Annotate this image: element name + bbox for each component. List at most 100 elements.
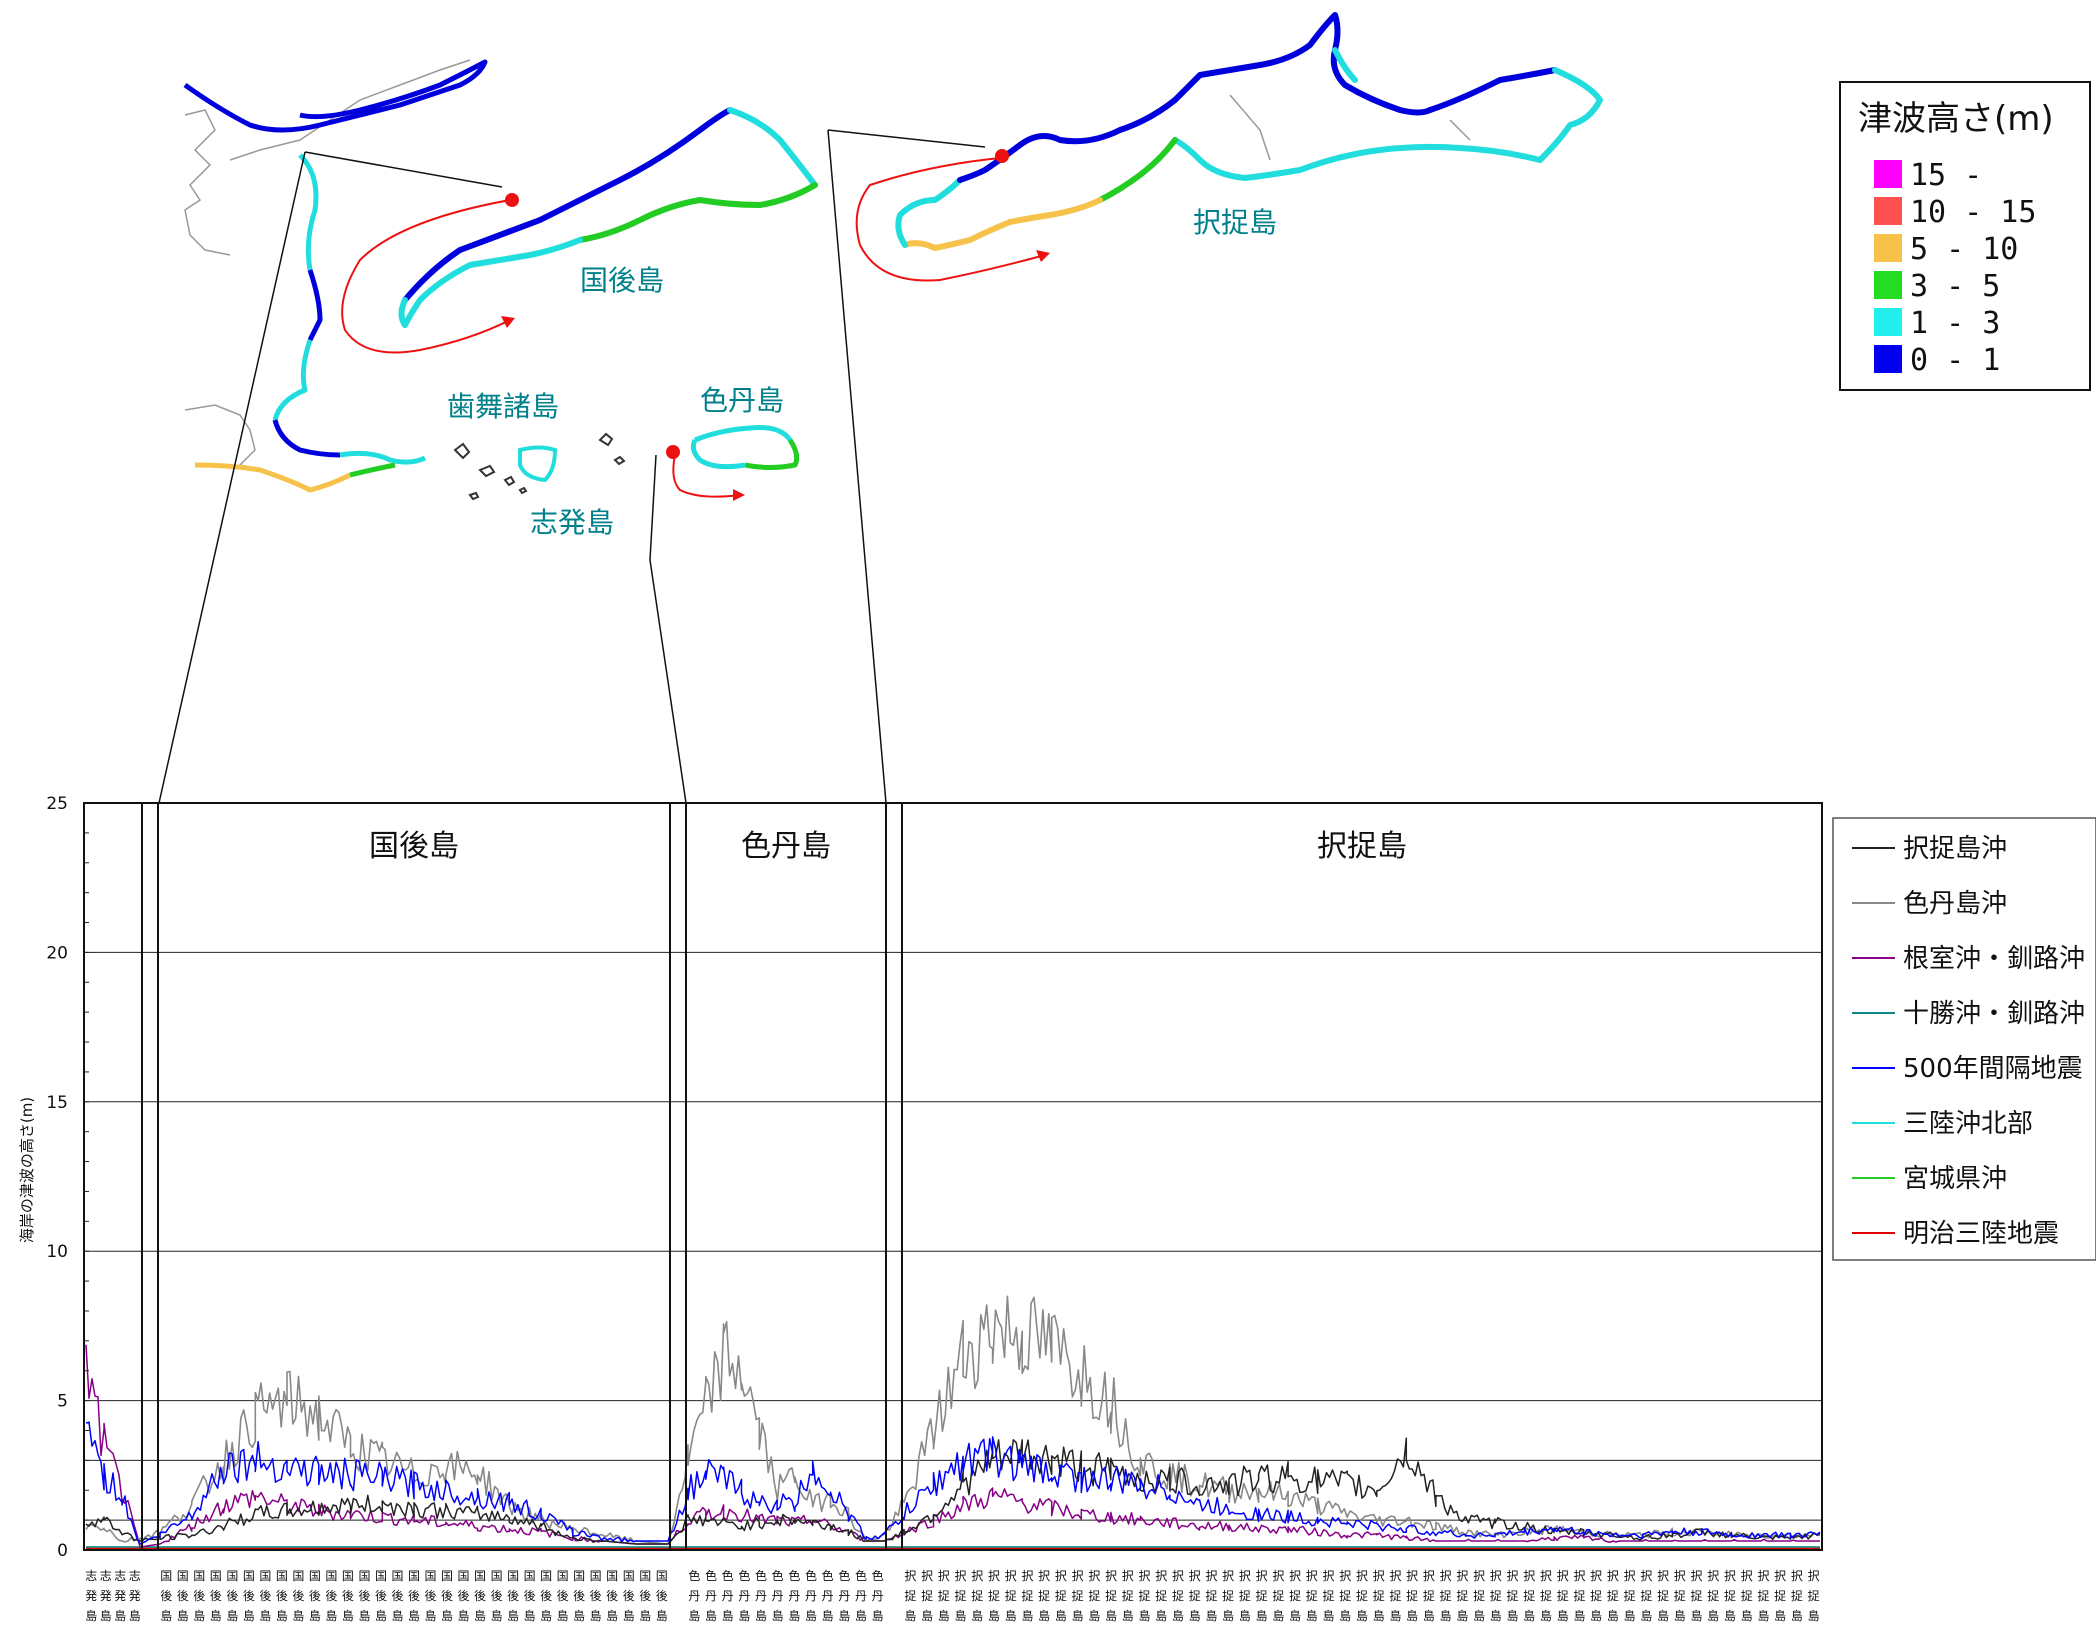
x-tick-label: 色丹島 xyxy=(872,1569,884,1623)
chart-grid xyxy=(84,802,1822,1551)
label-kunashiri: 国後島 xyxy=(580,264,664,297)
x-tick-label: 択捉島 xyxy=(1691,1569,1703,1623)
x-tick-label: 国後島 xyxy=(590,1569,602,1623)
y-axis: 0 5 10 15 20 25 xyxy=(46,794,89,1561)
x-tick-label: 択捉島 xyxy=(1072,1569,1084,1623)
x-tick-label: 択捉島 xyxy=(1172,1569,1184,1623)
x-tick-label: 択捉島 xyxy=(1440,1569,1452,1623)
label-etorofu: 択捉島 xyxy=(1193,206,1277,239)
series-legend-label: 500年間隔地震 xyxy=(1903,1054,2083,1084)
x-tick-label: 国後島 xyxy=(573,1569,585,1623)
x-tick-labels: 志発島志発島志発島志発島国後島国後島国後島国後島国後島国後島国後島国後島国後島国… xyxy=(85,1569,1819,1623)
etorofu-coast xyxy=(895,12,1603,251)
x-tick-label: 志発島 xyxy=(114,1569,126,1623)
chart-series xyxy=(85,1295,1821,1550)
x-tick-label: 国後島 xyxy=(391,1569,403,1623)
arrow-head-icon xyxy=(1036,250,1050,262)
series-legend-label: 宮城県沖 xyxy=(1903,1164,2007,1194)
arrow-head-icon xyxy=(733,489,745,501)
height-legend-title: 津波高さ(m) xyxy=(1858,99,2054,139)
x-tick-label: 択捉島 xyxy=(1607,1569,1619,1623)
x-tick-label: 国後島 xyxy=(292,1569,304,1623)
x-tick-label: 択捉島 xyxy=(1038,1569,1050,1623)
chart-plot-frame xyxy=(83,802,1823,1551)
x-tick-label: 国後島 xyxy=(177,1569,189,1623)
series-legend-box xyxy=(1832,817,2096,1261)
section-frame xyxy=(83,802,143,1551)
y-tick-label: 0 xyxy=(57,1541,68,1561)
x-tick-label: 択捉島 xyxy=(1490,1569,1502,1623)
shikotan-coast xyxy=(690,425,800,470)
x-tick-label: 択捉島 xyxy=(1389,1569,1401,1623)
x-tick-label: 国後島 xyxy=(639,1569,651,1623)
height-legend-swatch xyxy=(1874,271,1902,299)
x-tick-label: 択捉島 xyxy=(1323,1569,1335,1623)
x-tick-label: 国後島 xyxy=(358,1569,370,1623)
x-tick-label: 択捉島 xyxy=(1540,1569,1552,1623)
x-tick-label: 択捉島 xyxy=(1707,1569,1719,1623)
x-tick-label: 択捉島 xyxy=(1757,1569,1769,1623)
x-tick-label: 択捉島 xyxy=(988,1569,1000,1623)
section-title: 択捉島 xyxy=(1317,829,1407,864)
origin-dot-icon xyxy=(995,149,1009,163)
x-tick-label: 択捉島 xyxy=(1724,1569,1736,1623)
x-tick-label: 国後島 xyxy=(524,1569,536,1623)
section-frame xyxy=(157,802,671,1551)
height-legend-label: 1 - 3 xyxy=(1910,306,2000,341)
x-tick-label: 択捉島 xyxy=(1005,1569,1017,1623)
x-tick-label: 国後島 xyxy=(540,1569,552,1623)
height-legend-swatch xyxy=(1874,197,1902,225)
x-tick-label: 択捉島 xyxy=(938,1569,950,1623)
x-tick-label: 色丹島 xyxy=(772,1569,784,1623)
x-tick-label: 色丹島 xyxy=(738,1569,750,1623)
kunashiri-coast xyxy=(398,107,818,328)
x-tick-label: 志発島 xyxy=(85,1569,97,1623)
height-legend-label: 3 - 5 xyxy=(1910,269,2000,304)
x-tick-label: 国後島 xyxy=(408,1569,420,1623)
x-tick-label: 国後島 xyxy=(193,1569,205,1623)
origin-dots xyxy=(505,149,1009,459)
x-tick-label: 国後島 xyxy=(342,1569,354,1623)
x-tick-label: 択捉島 xyxy=(1741,1569,1753,1623)
x-tick-label: 択捉島 xyxy=(1055,1569,1067,1623)
x-tick-label: 択捉島 xyxy=(1657,1569,1669,1623)
kunashiri-route xyxy=(341,199,511,354)
map: 国後島 歯舞諸島 色丹島 志発島 択捉島 xyxy=(158,12,1603,804)
section-title: 色丹島 xyxy=(741,829,831,864)
x-tick-label: 択捉島 xyxy=(1256,1569,1268,1623)
shiretoko-coast xyxy=(183,59,488,133)
x-tick-label: 択捉島 xyxy=(1808,1569,1820,1623)
x-tick-label: 択捉島 xyxy=(1239,1569,1251,1623)
x-tick-label: 択捉島 xyxy=(1373,1569,1385,1623)
x-tick-label: 択捉島 xyxy=(1339,1569,1351,1623)
origin-dot-icon xyxy=(666,445,680,459)
x-tick-label: 国後島 xyxy=(491,1569,503,1623)
x-tick-label: 国後島 xyxy=(623,1569,635,1623)
shibotsu-coast xyxy=(518,445,558,483)
x-tick-label: 国後島 xyxy=(507,1569,519,1623)
section-frame xyxy=(901,802,1823,1551)
x-tick-label: 択捉島 xyxy=(1557,1569,1569,1623)
x-tick-label: 色丹島 xyxy=(838,1569,850,1623)
x-tick-label: 国後島 xyxy=(210,1569,222,1623)
x-tick-label: 国後島 xyxy=(309,1569,321,1623)
x-tick-label: 択捉島 xyxy=(955,1569,967,1623)
x-tick-label: 国後島 xyxy=(325,1569,337,1623)
height-legend-swatch xyxy=(1874,234,1902,262)
y-tick-label: 10 xyxy=(46,1242,68,1262)
x-tick-label: 国後島 xyxy=(441,1569,453,1623)
x-tick-label: 択捉島 xyxy=(1356,1569,1368,1623)
x-tick-label: 国後島 xyxy=(425,1569,437,1623)
connector-lines xyxy=(158,129,986,804)
chart-sections: 国後島 色丹島 択捉島 xyxy=(83,802,1823,1551)
height-legend-label: 10 - 15 xyxy=(1910,195,2036,230)
y-tick-label: 5 xyxy=(57,1392,68,1412)
origin-dot-icon xyxy=(505,193,519,207)
x-tick-label: 択捉島 xyxy=(1406,1569,1418,1623)
y-tick-label: 15 xyxy=(46,1093,68,1113)
y-axis-label: 海岸の津波の高さ(m) xyxy=(18,1097,36,1243)
x-tick-label: 択捉島 xyxy=(971,1569,983,1623)
